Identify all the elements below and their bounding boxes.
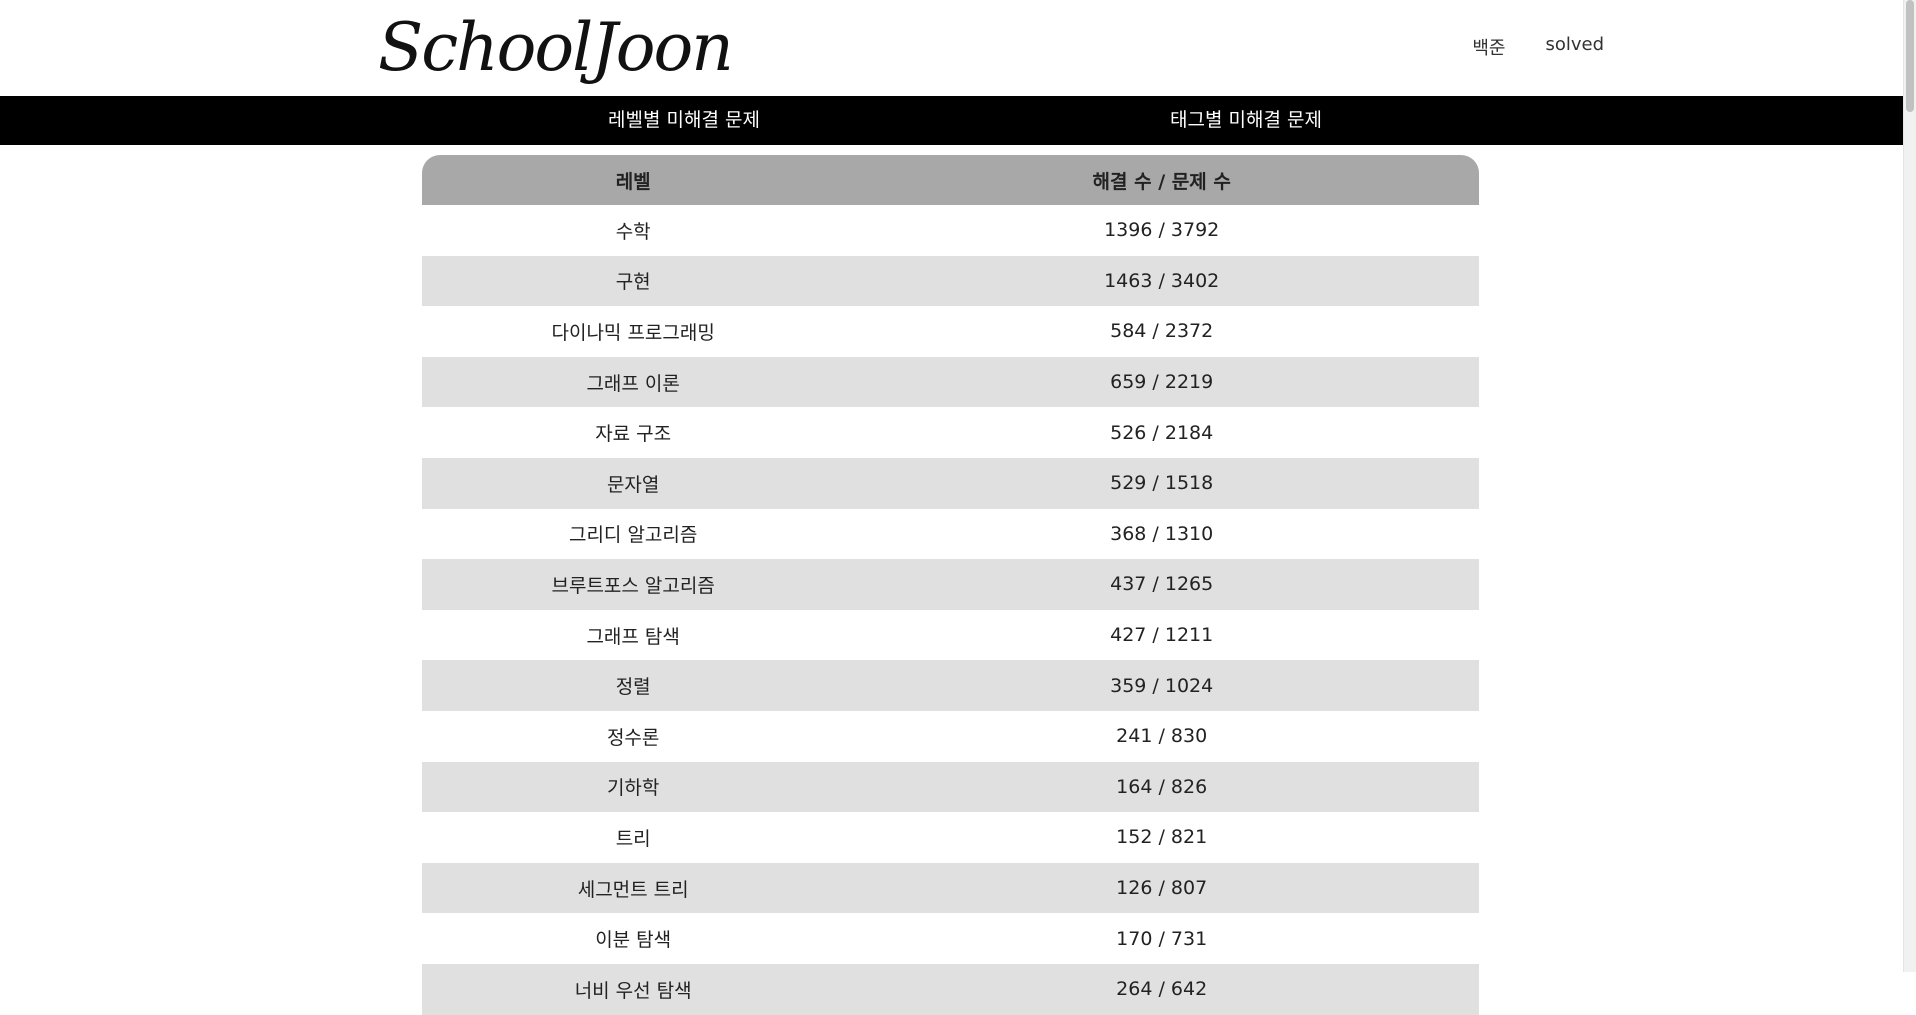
table-row[interactable]: 구현 1463 / 3402 <box>422 255 1479 307</box>
tag-name-cell: 정수론 <box>422 710 845 762</box>
solved-count-cell: 368 / 1310 <box>844 508 1479 560</box>
header-count: 해결 수 / 문제 수 <box>1092 170 1231 193</box>
table-row[interactable]: 기하학 164 / 826 <box>422 761 1479 813</box>
solved-count-cell: 526 / 2184 <box>844 407 1479 458</box>
site-logo[interactable]: SchoolJoon <box>378 9 734 86</box>
table-row[interactable]: 정수론 241 / 830 <box>422 710 1479 762</box>
table-row[interactable]: 세그먼트 트리 126 / 807 <box>422 862 1479 914</box>
solved-link[interactable]: solved <box>1545 34 1604 55</box>
tag-table-container: 레벨 해결 수 / 문제 수 수학 1396 / 3792 구현 1463 / 340… <box>422 155 1479 1015</box>
table-body: 수학 1396 / 3792 구현 1463 / 3402 다이나믹 프로그래밍 584 … <box>422 205 1479 1015</box>
solved-count-cell: 359 / 1024 <box>844 660 1479 711</box>
solved-count-cell: 152 / 821 <box>844 812 1479 863</box>
tag-name-cell: 구현 <box>422 255 845 307</box>
header-level: 레벨 <box>615 170 651 193</box>
tab-level-unsolved[interactable]: 레벨별 미해결 문제 <box>608 109 760 131</box>
tag-name-cell: 수학 <box>422 205 845 256</box>
table-row[interactable]: 브루트포스 알고리즘 437 / 1265 <box>422 559 1479 610</box>
tag-name-cell: 그래프 이론 <box>422 356 845 408</box>
tag-name-cell: 그리디 알고리즘 <box>422 508 845 560</box>
solved-count-cell: 1396 / 3792 <box>844 205 1479 256</box>
table-row[interactable]: 너비 우선 탐색 264 / 642 <box>422 963 1479 1015</box>
site-header: SchoolJoon 백준 solved <box>0 0 1916 96</box>
solved-count-cell: 241 / 830 <box>844 710 1479 762</box>
table-row[interactable]: 그래프 탐색 427 / 1211 <box>422 609 1479 661</box>
solved-count-cell: 584 / 2372 <box>844 306 1479 357</box>
solved-count-cell: 126 / 807 <box>844 862 1479 914</box>
table-row[interactable]: 문자열 529 / 1518 <box>422 457 1479 509</box>
solved-count-cell: 659 / 2219 <box>844 356 1479 408</box>
table-row[interactable]: 자료 구조 526 / 2184 <box>422 407 1479 458</box>
tag-name-cell: 세그먼트 트리 <box>422 862 845 914</box>
table-row[interactable]: 이분 탐색 170 / 731 <box>422 913 1479 964</box>
solved-count-cell: 529 / 1518 <box>844 457 1479 509</box>
solved-count-cell: 170 / 731 <box>844 913 1479 964</box>
table-header-row: 레벨 해결 수 / 문제 수 <box>422 155 1479 205</box>
tab-tag-unsolved[interactable]: 태그별 미해결 문제 <box>1170 109 1322 131</box>
tag-name-cell: 트리 <box>422 812 845 863</box>
tag-name-cell: 기하학 <box>422 761 845 813</box>
tag-name-cell: 브루트포스 알고리즘 <box>422 559 845 610</box>
scrollbar-thumb[interactable] <box>1906 0 1914 112</box>
nav-bar: 레벨별 미해결 문제 태그별 미해결 문제 <box>0 96 1904 145</box>
baekjoon-link[interactable]: 백준 <box>1472 38 1506 59</box>
table-row[interactable]: 정렬 359 / 1024 <box>422 660 1479 711</box>
table-row[interactable]: 다이나믹 프로그래밍 584 / 2372 <box>422 306 1479 357</box>
header-links: 백준 solved <box>1472 34 1604 60</box>
tag-table: 레벨 해결 수 / 문제 수 수학 1396 / 3792 구현 1463 / 340… <box>422 155 1479 1015</box>
table-row[interactable]: 트리 152 / 821 <box>422 812 1479 863</box>
tag-name-cell: 다이나믹 프로그래밍 <box>422 306 845 357</box>
tag-name-cell: 문자열 <box>422 457 845 509</box>
tag-name-cell: 자료 구조 <box>422 407 845 458</box>
solved-count-cell: 427 / 1211 <box>844 609 1479 661</box>
solved-count-cell: 437 / 1265 <box>844 559 1479 610</box>
solved-count-cell: 264 / 642 <box>844 963 1479 1015</box>
tag-name-cell: 이분 탐색 <box>422 913 845 964</box>
table-row[interactable]: 수학 1396 / 3792 <box>422 205 1479 256</box>
tag-name-cell: 그래프 탐색 <box>422 609 845 661</box>
vertical-scrollbar[interactable] <box>1903 0 1916 972</box>
solved-count-cell: 1463 / 3402 <box>844 255 1479 307</box>
solved-count-cell: 164 / 826 <box>844 761 1479 813</box>
table-row[interactable]: 그래프 이론 659 / 2219 <box>422 356 1479 408</box>
table-row[interactable]: 그리디 알고리즘 368 / 1310 <box>422 508 1479 560</box>
tag-name-cell: 정렬 <box>422 660 845 711</box>
tag-name-cell: 너비 우선 탐색 <box>422 963 845 1015</box>
